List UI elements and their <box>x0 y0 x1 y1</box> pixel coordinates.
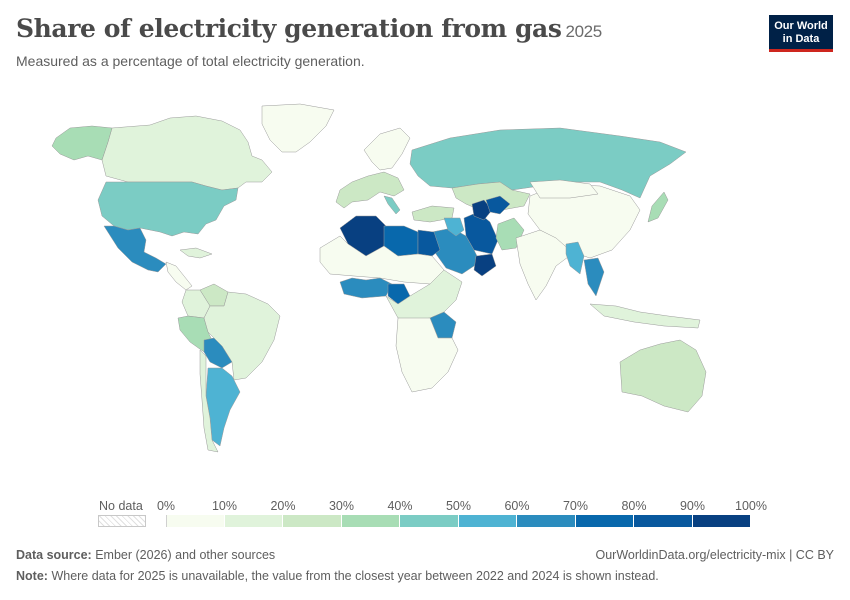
chart-subtitle: Measured as a percentage of total electr… <box>16 53 365 69</box>
country-mexico[interactable] <box>103 225 167 273</box>
country-russia[interactable] <box>409 127 687 199</box>
country-indonesia[interactable] <box>589 303 701 329</box>
country-oman[interactable] <box>473 253 497 277</box>
legend-tick-label: 30% <box>328 499 355 513</box>
note-label: Note: <box>16 569 48 583</box>
country-western-europe[interactable] <box>335 171 405 209</box>
legend-bin[interactable] <box>224 515 283 527</box>
legend-bin[interactable] <box>341 515 400 527</box>
footnote: Note: Where data for 2025 is unavailable… <box>16 569 659 583</box>
world-map[interactable] <box>0 95 850 495</box>
legend-tick-label: 60% <box>504 499 530 513</box>
legend-bin[interactable] <box>400 515 459 527</box>
legend-bin[interactable] <box>166 515 225 527</box>
country-west-africa[interactable] <box>339 277 393 299</box>
no-data-swatch <box>98 515 146 527</box>
country-turkmenistan[interactable] <box>471 199 493 221</box>
no-data-label: No data <box>99 499 143 513</box>
country-canada[interactable] <box>101 115 273 191</box>
legend-bin[interactable] <box>575 515 634 527</box>
country-mongolia[interactable] <box>529 179 599 199</box>
legend-bin[interactable] <box>283 515 342 527</box>
country-china[interactable] <box>527 183 641 259</box>
country-iraq[interactable] <box>443 217 465 237</box>
title-year: 2025 <box>565 22 603 41</box>
country-southern-africa[interactable] <box>395 317 459 393</box>
legend-bin[interactable] <box>517 515 576 527</box>
logo-line-1: Our World <box>774 20 828 32</box>
country-scandinavia[interactable] <box>363 127 411 171</box>
country-japan[interactable] <box>647 191 669 223</box>
legend-bin[interactable] <box>692 515 751 527</box>
legend-tick-label: 40% <box>387 499 413 513</box>
title-text: Share of electricity generation from gas <box>16 14 562 43</box>
country-chile[interactable] <box>199 349 219 453</box>
legend-bin[interactable] <box>458 515 517 527</box>
country-central-america[interactable] <box>165 261 193 291</box>
legend-tick-label: 10% <box>211 499 238 513</box>
legend-tick-label: 80% <box>621 499 647 513</box>
legend-bin[interactable] <box>634 515 693 527</box>
country-uzbekistan[interactable] <box>485 195 511 215</box>
country-greenland[interactable] <box>261 103 335 153</box>
source-url-link[interactable]: OurWorldinData.org/electricity-mix | CC … <box>595 548 835 562</box>
legend-tick-label: 0% <box>156 499 176 513</box>
country-kazakhstan[interactable] <box>451 181 531 211</box>
country-australia[interactable] <box>619 339 707 413</box>
country-thailand[interactable] <box>583 257 605 297</box>
note-text: Where data for 2025 is unavailable, the … <box>51 569 659 583</box>
legend-tick-label: 50% <box>445 499 472 513</box>
legend-tick-label: 20% <box>270 499 296 513</box>
country-italy[interactable] <box>383 195 401 215</box>
country-cuba[interactable] <box>179 247 213 259</box>
country-myanmar[interactable] <box>565 241 585 275</box>
logo-line-2: in Data <box>782 33 820 45</box>
legend-tick-label: 90% <box>679 499 706 513</box>
country-brazil[interactable] <box>203 291 281 381</box>
country-egypt[interactable] <box>417 229 441 257</box>
owid-logo[interactable]: Our World in Data <box>769 15 833 52</box>
country-bolivia[interactable] <box>203 337 233 369</box>
legend-tick-label: 100% <box>735 499 767 513</box>
data-source-label: Data source: <box>16 548 92 562</box>
data-source-text[interactable]: Ember (2026) and other sources <box>95 548 276 562</box>
country-sahel[interactable] <box>319 235 445 285</box>
chart-title: Share of electricity generation from gas… <box>16 14 602 43</box>
legend-tick-label: 70% <box>562 499 589 513</box>
country-alaska[interactable] <box>51 125 113 161</box>
data-source: Data source: Ember (2026) and other sour… <box>16 548 275 562</box>
